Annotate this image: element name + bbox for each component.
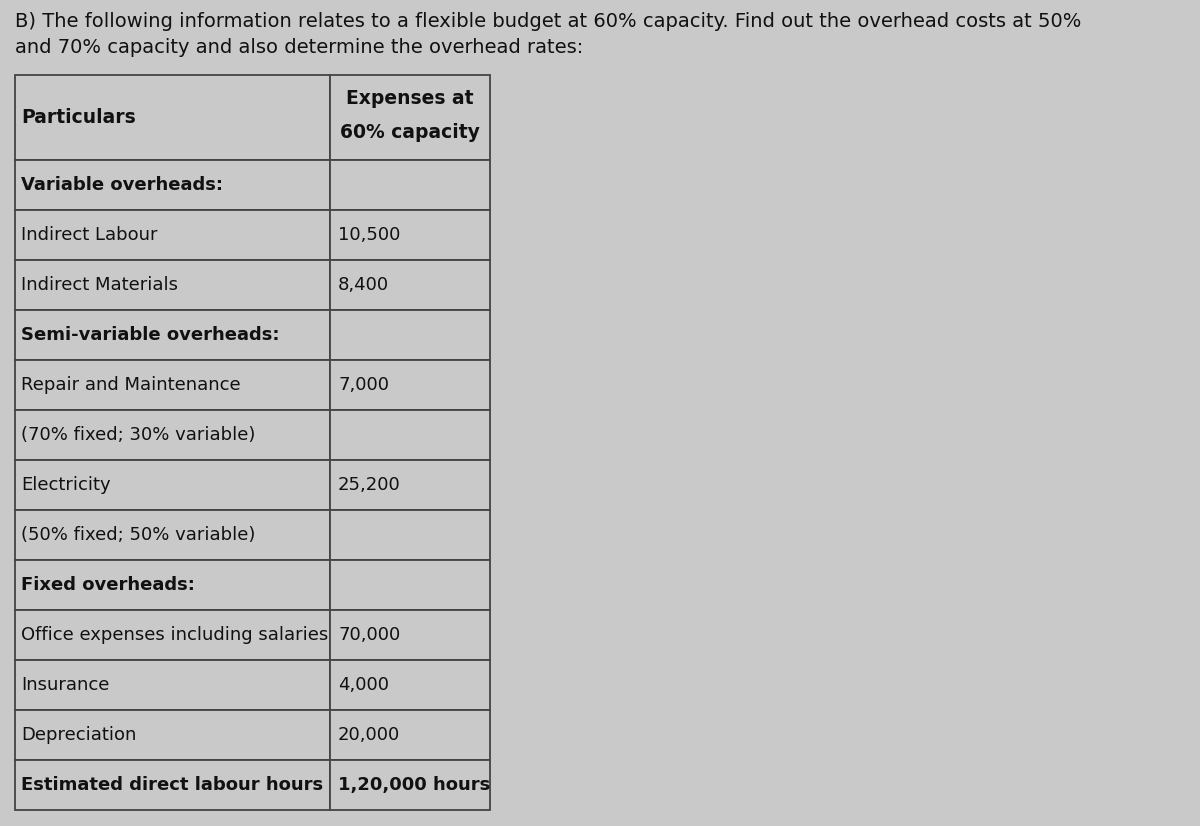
- Bar: [330, 160, 490, 210]
- Text: Fixed overheads:: Fixed overheads:: [22, 576, 194, 594]
- Bar: [330, 360, 490, 410]
- Bar: [14, 560, 330, 610]
- Text: 1,20,000 hours: 1,20,000 hours: [338, 776, 491, 794]
- Bar: [14, 660, 330, 710]
- Text: and 70% capacity and also determine the overhead rates:: and 70% capacity and also determine the …: [14, 38, 583, 57]
- Bar: [14, 610, 330, 660]
- Bar: [330, 610, 490, 660]
- Text: Depreciation: Depreciation: [22, 726, 137, 744]
- Text: 10,500: 10,500: [338, 226, 401, 244]
- Bar: [14, 310, 330, 360]
- Text: Indirect Materials: Indirect Materials: [22, 276, 178, 294]
- Bar: [330, 75, 490, 160]
- Text: 60% capacity: 60% capacity: [340, 123, 480, 142]
- Text: Electricity: Electricity: [22, 476, 110, 494]
- Bar: [14, 160, 330, 210]
- Text: 8,400: 8,400: [338, 276, 389, 294]
- Text: Office expenses including salaries: Office expenses including salaries: [22, 626, 329, 644]
- Bar: [14, 410, 330, 460]
- Text: (70% fixed; 30% variable): (70% fixed; 30% variable): [22, 426, 256, 444]
- Text: Particulars: Particulars: [22, 108, 136, 127]
- Bar: [330, 560, 490, 610]
- Text: Semi-variable overheads:: Semi-variable overheads:: [22, 326, 280, 344]
- Text: 7,000: 7,000: [338, 376, 389, 394]
- Text: Expenses at: Expenses at: [347, 89, 474, 108]
- Text: Variable overheads:: Variable overheads:: [22, 176, 223, 194]
- Text: B) The following information relates to a flexible budget at 60% capacity. Find : B) The following information relates to …: [14, 12, 1081, 31]
- Bar: [330, 510, 490, 560]
- Bar: [14, 760, 330, 810]
- Bar: [14, 75, 330, 160]
- Bar: [14, 360, 330, 410]
- Text: Repair and Maintenance: Repair and Maintenance: [22, 376, 241, 394]
- Bar: [330, 260, 490, 310]
- Bar: [330, 310, 490, 360]
- Bar: [330, 660, 490, 710]
- Bar: [330, 460, 490, 510]
- Bar: [330, 760, 490, 810]
- Text: Insurance: Insurance: [22, 676, 109, 694]
- Bar: [14, 260, 330, 310]
- Text: (50% fixed; 50% variable): (50% fixed; 50% variable): [22, 526, 256, 544]
- Text: 70,000: 70,000: [338, 626, 401, 644]
- Bar: [330, 410, 490, 460]
- Text: 25,200: 25,200: [338, 476, 401, 494]
- Bar: [14, 510, 330, 560]
- Bar: [14, 210, 330, 260]
- Bar: [330, 710, 490, 760]
- Text: Estimated direct labour hours: Estimated direct labour hours: [22, 776, 323, 794]
- Bar: [330, 210, 490, 260]
- Text: 20,000: 20,000: [338, 726, 401, 744]
- Text: 4,000: 4,000: [338, 676, 389, 694]
- Bar: [14, 460, 330, 510]
- Text: Indirect Labour: Indirect Labour: [22, 226, 157, 244]
- Bar: [14, 710, 330, 760]
